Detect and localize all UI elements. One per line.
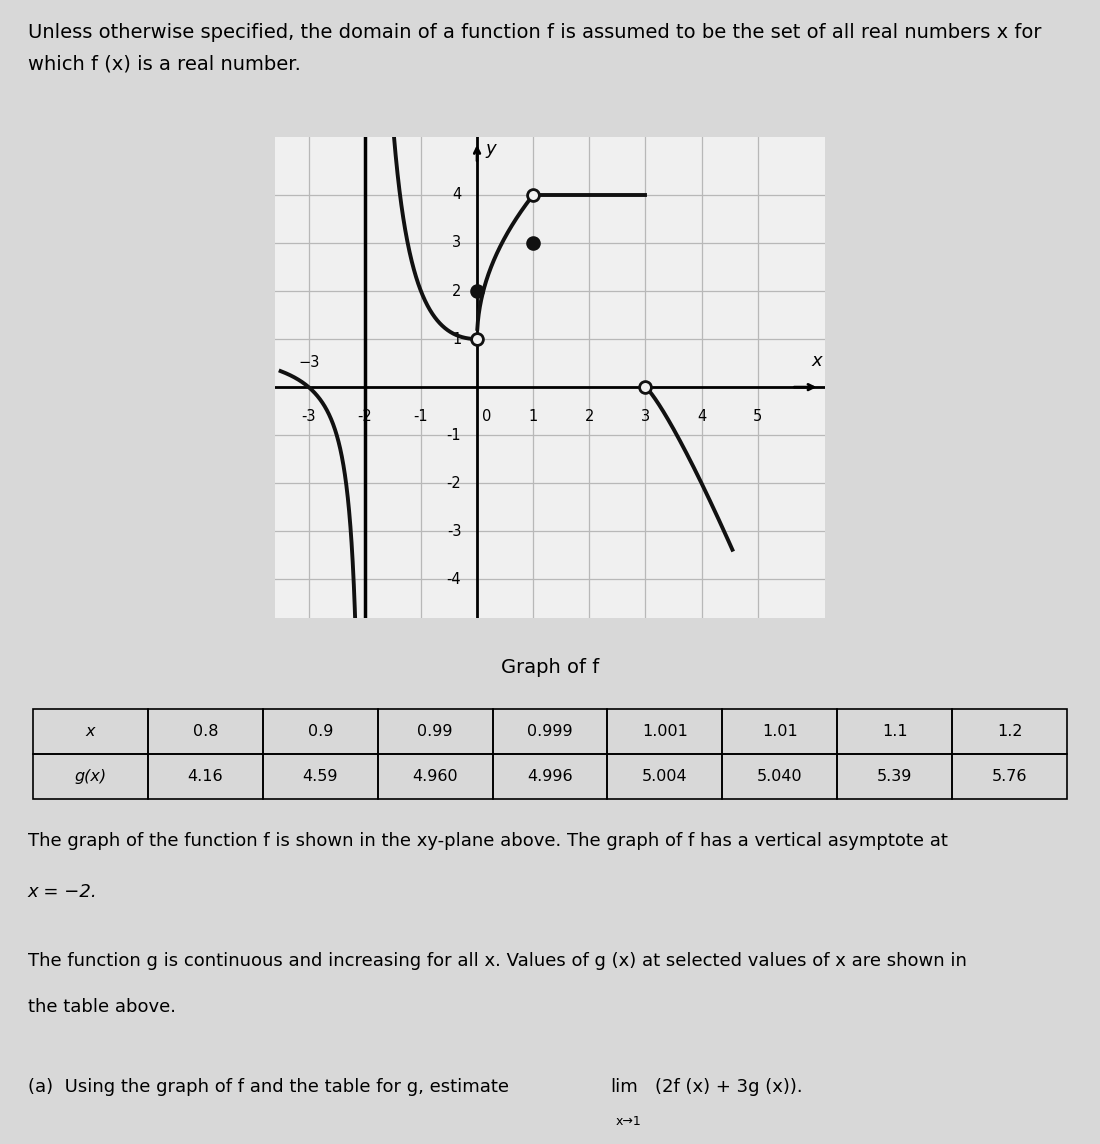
Bar (953, 709, 1067, 754)
Text: -3: -3 (447, 524, 461, 539)
Text: Graph of f: Graph of f (500, 658, 600, 677)
Bar (837, 709, 953, 754)
Text: 0.9: 0.9 (308, 724, 333, 739)
Bar (723, 754, 837, 800)
Text: 0.8: 0.8 (192, 724, 218, 739)
Text: 5: 5 (754, 408, 762, 423)
Text: 4.16: 4.16 (187, 769, 223, 785)
Text: 1.1: 1.1 (882, 724, 908, 739)
Text: −3: −3 (298, 356, 319, 371)
Bar (607, 754, 723, 800)
Text: x→1: x→1 (616, 1115, 641, 1128)
Text: x = −2.: x = −2. (28, 883, 97, 901)
Text: 1: 1 (452, 332, 461, 347)
Bar (723, 709, 837, 754)
Text: -3: -3 (301, 408, 316, 423)
Bar (607, 709, 723, 754)
Text: 4: 4 (697, 408, 706, 423)
Bar (147, 709, 263, 754)
Text: 5.39: 5.39 (877, 769, 912, 785)
Text: -1: -1 (447, 428, 461, 443)
Text: 3: 3 (452, 236, 461, 251)
Text: 0.99: 0.99 (417, 724, 453, 739)
Text: The function g is continuous and increasing for all x. Values of g (x) at select: The function g is continuous and increas… (28, 952, 967, 970)
Text: 4.960: 4.960 (412, 769, 458, 785)
Text: Unless otherwise specified, the domain of a function f is assumed to be the set : Unless otherwise specified, the domain o… (28, 23, 1041, 42)
Text: -2: -2 (447, 476, 461, 491)
Text: x: x (812, 352, 822, 371)
Text: which f (x) is a real number.: which f (x) is a real number. (28, 55, 300, 74)
Text: -4: -4 (447, 572, 461, 587)
Text: g(x): g(x) (75, 769, 107, 785)
Text: 3: 3 (641, 408, 650, 423)
Bar (837, 754, 953, 800)
Bar (493, 709, 607, 754)
Text: The graph of the function f is shown in the xy-plane above. The graph of f has a: The graph of the function f is shown in … (28, 832, 947, 850)
Text: (2f (x) + 3g (x)).: (2f (x) + 3g (x)). (654, 1078, 802, 1096)
Text: 1.2: 1.2 (997, 724, 1022, 739)
Text: 1.001: 1.001 (642, 724, 688, 739)
Text: 0: 0 (483, 408, 492, 423)
Bar (263, 709, 377, 754)
Text: 4.59: 4.59 (302, 769, 338, 785)
Bar (33, 754, 147, 800)
Bar (33, 709, 147, 754)
Text: 5.76: 5.76 (992, 769, 1027, 785)
Bar (493, 754, 607, 800)
Text: the table above.: the table above. (28, 998, 176, 1016)
Text: y: y (486, 140, 496, 158)
Text: 4.996: 4.996 (527, 769, 573, 785)
Text: 1: 1 (528, 408, 538, 423)
Text: 2: 2 (452, 284, 461, 299)
Bar (377, 709, 493, 754)
Text: 5.040: 5.040 (757, 769, 803, 785)
Text: (a)  Using the graph of f and the table for g, estimate: (a) Using the graph of f and the table f… (28, 1078, 508, 1096)
Text: 4: 4 (452, 188, 461, 202)
Text: lim: lim (610, 1078, 638, 1096)
Text: x: x (86, 724, 96, 739)
Text: 1.01: 1.01 (762, 724, 798, 739)
Bar (147, 754, 263, 800)
Bar (377, 754, 493, 800)
Text: -1: -1 (414, 408, 428, 423)
Bar (953, 754, 1067, 800)
Text: -2: -2 (358, 408, 372, 423)
Text: 5.004: 5.004 (642, 769, 688, 785)
Text: 0.999: 0.999 (527, 724, 573, 739)
Bar (263, 754, 377, 800)
Text: 2: 2 (584, 408, 594, 423)
